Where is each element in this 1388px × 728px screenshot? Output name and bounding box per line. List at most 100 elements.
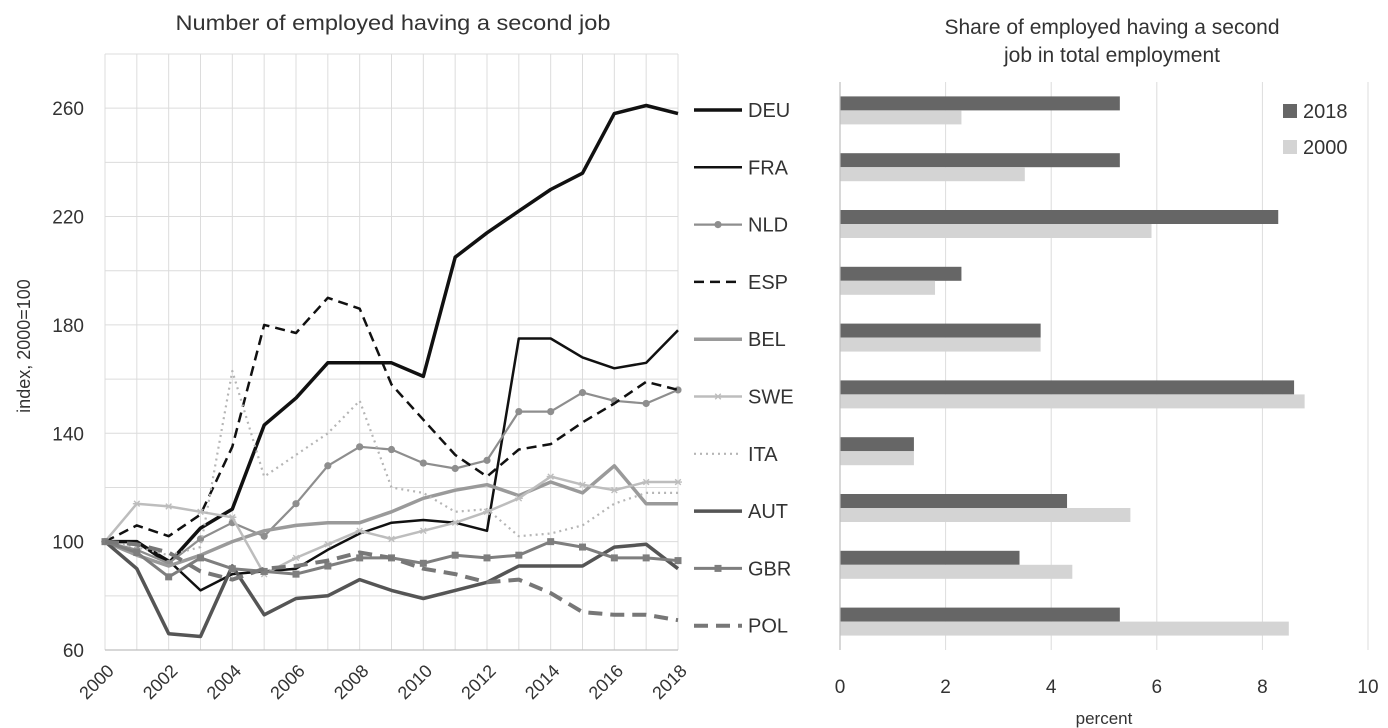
x-tick-label: 2000 bbox=[75, 661, 117, 703]
legend-label-2000: 2000 bbox=[1303, 137, 1348, 159]
bar-esp-2018 bbox=[840, 266, 962, 281]
series-point-swe bbox=[546, 473, 555, 480]
series-point-gbr bbox=[547, 538, 555, 546]
series-point-gbr bbox=[133, 548, 141, 556]
legend-marker-gbr bbox=[714, 564, 722, 572]
series-point-swe bbox=[164, 503, 173, 510]
x-tick-label: 10 bbox=[1357, 677, 1378, 698]
legend-label-aut: AUT bbox=[748, 501, 788, 523]
y-tick-label: 260 bbox=[52, 99, 84, 120]
bar-bel-2018 bbox=[840, 323, 1041, 338]
line-chart-legend: DEU FRA NLD ESP BEL SWE ITA AUT GBR POL bbox=[694, 100, 794, 638]
bar-pol-2018 bbox=[840, 607, 1120, 622]
series-line-aut bbox=[103, 540, 680, 639]
bar-gbr-2000 bbox=[840, 564, 1073, 579]
legend-marker-swe bbox=[714, 393, 722, 400]
line-chart-series bbox=[101, 103, 682, 639]
series-line-deu bbox=[105, 103, 679, 566]
x-tick-label: 2002 bbox=[139, 661, 181, 703]
series-point-swe bbox=[514, 494, 523, 502]
bar-fra-2000 bbox=[840, 167, 1025, 182]
x-tick-label: 8 bbox=[1257, 677, 1268, 698]
series-point-gbr bbox=[642, 554, 650, 562]
series-point-gbr bbox=[515, 551, 523, 559]
bar-chart-x-axis-label: percent bbox=[1076, 709, 1133, 728]
y-tick-label: 140 bbox=[52, 424, 84, 445]
bar-deu-2018 bbox=[840, 96, 1120, 111]
series-line-fra bbox=[105, 329, 679, 592]
series-point-swe bbox=[578, 481, 587, 489]
series-point-gbr bbox=[197, 554, 204, 562]
series-point-gbr bbox=[419, 559, 427, 567]
x-tick-label: 2014 bbox=[521, 661, 563, 703]
bar-pol-2000 bbox=[840, 621, 1289, 636]
bar-ita-2018 bbox=[840, 437, 914, 452]
x-tick-label: 2004 bbox=[203, 661, 245, 703]
legend-swatch-2018 bbox=[1283, 104, 1297, 118]
series-point-swe bbox=[292, 554, 300, 562]
series-point-gbr bbox=[610, 554, 618, 562]
x-tick-label: 2 bbox=[940, 677, 951, 698]
series-point-nld bbox=[642, 399, 650, 408]
legend-label-pol: POL bbox=[748, 616, 788, 638]
series-point-swe bbox=[674, 478, 682, 486]
series-point-nld bbox=[578, 389, 587, 397]
bar-ita-2000 bbox=[840, 451, 914, 466]
x-tick-label: 2016 bbox=[585, 661, 627, 703]
x-tick-label: 2006 bbox=[266, 661, 308, 703]
legend-label-nld: NLD bbox=[748, 215, 788, 237]
bar-chart-axes: 0 2 4 6 8 10 bbox=[835, 82, 1379, 698]
legend-marker-nld bbox=[714, 221, 722, 229]
bar-chart-title-line-1: Share of employed having a second bbox=[944, 16, 1279, 39]
series-line-pol bbox=[104, 539, 679, 623]
legend-label-2018: 2018 bbox=[1303, 101, 1348, 123]
series-point-gbr bbox=[292, 570, 300, 578]
legend-label-gbr: GBR bbox=[748, 558, 791, 580]
legend-label-bel: BEL bbox=[748, 329, 786, 351]
series-point-nld bbox=[419, 459, 427, 467]
series-point-swe bbox=[355, 527, 364, 535]
y-tick-label: 60 bbox=[63, 641, 84, 662]
bar-chart-title-line-2: job in total employment bbox=[1003, 44, 1220, 67]
bar-swe-2018 bbox=[840, 380, 1295, 395]
line-chart-title: Number of employed having a second job bbox=[176, 12, 611, 35]
line-chart-y-axis-label: index, 2000=100 bbox=[14, 279, 34, 413]
legend-swatch-2000 bbox=[1283, 140, 1297, 154]
series-point-nld bbox=[292, 500, 300, 508]
legend-label-swe: SWE bbox=[748, 387, 794, 409]
legend-label-deu: DEU bbox=[748, 100, 790, 122]
bar-nld-2000 bbox=[840, 224, 1152, 238]
series-line-esp bbox=[104, 296, 679, 543]
line-chart-grid bbox=[104, 53, 679, 651]
x-tick-label: 6 bbox=[1152, 677, 1163, 698]
x-tick-label: 2010 bbox=[394, 661, 436, 703]
bar-fra-2018 bbox=[840, 153, 1120, 168]
y-tick-label: 100 bbox=[52, 533, 84, 554]
bar-nld-2018 bbox=[840, 210, 1279, 224]
bar-esp-2000 bbox=[840, 280, 936, 295]
bar-aut-2000 bbox=[840, 508, 1131, 522]
series-point-nld bbox=[324, 462, 332, 470]
legend-label-fra: FRA bbox=[748, 157, 789, 179]
series-point-swe bbox=[228, 513, 237, 521]
series-point-gbr bbox=[165, 573, 173, 581]
series-point-swe bbox=[387, 535, 396, 543]
series-point-swe bbox=[483, 508, 491, 516]
bar-swe-2000 bbox=[840, 394, 1305, 409]
series-point-swe bbox=[610, 486, 619, 494]
x-tick-label: 4 bbox=[1046, 677, 1057, 698]
series-point-swe bbox=[132, 500, 141, 508]
series-point-gbr bbox=[483, 554, 491, 562]
bar-chart-bars bbox=[840, 96, 1305, 636]
legend-label-esp: ESP bbox=[748, 272, 788, 294]
y-tick-label: 220 bbox=[52, 208, 84, 229]
x-tick-label: 2012 bbox=[457, 661, 499, 703]
series-point-nld bbox=[547, 408, 555, 416]
series-point-nld bbox=[356, 443, 364, 451]
bar-aut-2018 bbox=[840, 494, 1068, 508]
series-point-swe bbox=[642, 478, 651, 486]
series-point-nld bbox=[515, 408, 523, 416]
series-point-gbr bbox=[324, 562, 332, 570]
x-tick-label: 2008 bbox=[330, 661, 372, 703]
